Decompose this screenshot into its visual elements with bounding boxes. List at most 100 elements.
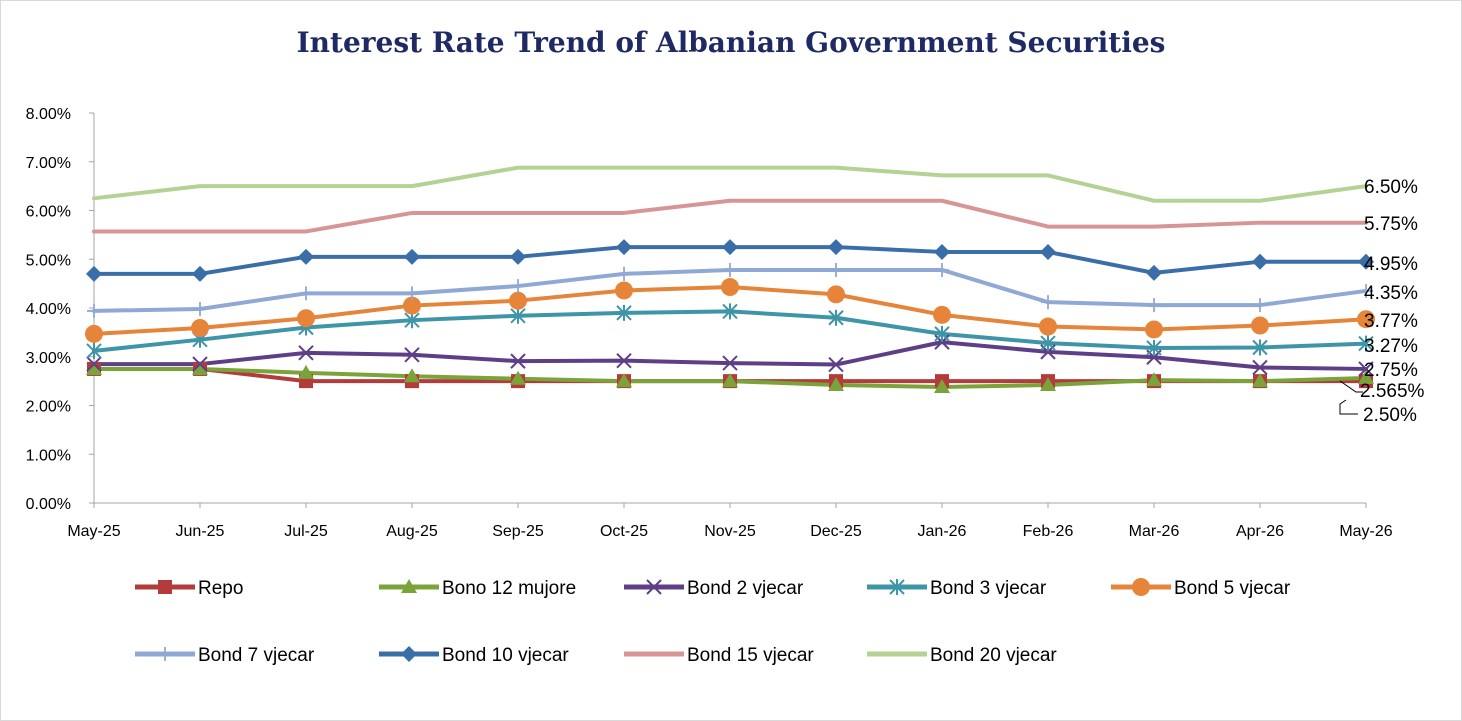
data-point-6-6: [722, 239, 738, 256]
data-point-2-12: [1358, 361, 1374, 377]
data-point-6-8: [934, 243, 950, 260]
data-point-1-5: [616, 373, 632, 388]
data-point-5-2: [299, 286, 313, 301]
y-tick-label: 8.00%: [26, 106, 71, 123]
y-tick-label: 2.00%: [26, 399, 71, 416]
legend-item: Bono 12 mujore: [379, 578, 576, 599]
data-point-1-9: [1040, 377, 1056, 392]
data-point-6-11: [1252, 253, 1268, 270]
data-point-5-9: [1041, 295, 1055, 310]
data-point-5-10: [1147, 298, 1161, 313]
x-tick-label: May-25: [67, 523, 120, 540]
data-point-2-1: [192, 356, 208, 372]
data-point-2-6: [722, 355, 738, 371]
data-point-5-4: [511, 279, 525, 294]
data-point-4-8: [933, 305, 951, 324]
data-point-5-1: [193, 301, 207, 316]
data-point-4-2: [297, 309, 315, 328]
data-point-6-1: [192, 265, 208, 282]
end-value-label: 4.95%: [1364, 254, 1418, 275]
legend-marker: [1132, 578, 1150, 596]
x-tick-label: Sep-25: [492, 523, 544, 540]
legend-label: Bond 3 vjecar: [930, 578, 1047, 599]
series-line-7: [92, 198, 1368, 234]
x-tick-label: Oct-25: [600, 523, 648, 540]
data-point-6-10: [1146, 264, 1162, 281]
y-tick-label: 6.00%: [26, 204, 71, 221]
legend-marker: [646, 579, 662, 595]
x-tick-label: Feb-26: [1023, 523, 1074, 540]
x-tick-label: Dec-25: [810, 523, 862, 540]
data-point-4-6: [721, 278, 739, 297]
data-point-3-9: [1040, 335, 1056, 352]
data-point-3-3: [404, 312, 420, 329]
data-point-2-2: [298, 345, 314, 361]
x-tick-label: Nov-25: [704, 523, 756, 540]
legend-label: Repo: [198, 578, 243, 599]
legend-item: Bond 5 vjecar: [1111, 578, 1291, 599]
x-tick-label: May-26: [1339, 523, 1392, 540]
y-tick-label: 4.00%: [26, 301, 71, 318]
data-point-2-7: [828, 356, 844, 373]
legend-label: Bond 5 vjecar: [1174, 578, 1291, 599]
data-point-2-5: [616, 352, 632, 369]
data-point-5-3: [405, 286, 419, 301]
end-value-label: 3.77%: [1364, 311, 1418, 332]
data-point-3-11: [1252, 339, 1268, 356]
data-point-1-11: [1252, 373, 1268, 388]
end-value-label: 4.35%: [1364, 283, 1418, 304]
x-tick-label: Jun-25: [176, 523, 225, 540]
legend-item: Bond 3 vjecar: [867, 578, 1047, 599]
data-point-1-10: [1146, 372, 1162, 387]
data-point-6-4: [510, 248, 526, 265]
end-value-label: 5.75%: [1364, 214, 1418, 235]
legend-marker: [158, 647, 172, 661]
data-point-3-4: [510, 307, 526, 324]
data-point-3-10: [1146, 339, 1162, 356]
legend-item: Bond 7 vjecar: [135, 645, 315, 666]
leader-line: [1339, 399, 1358, 415]
data-point-5-8: [935, 262, 949, 277]
chart-title: Interest Rate Trend of Albanian Governme…: [296, 26, 1166, 59]
data-point-4-0: [85, 324, 103, 343]
data-point-1-8: [934, 378, 950, 393]
data-point-2-11: [1252, 359, 1268, 376]
y-tick-label: 3.00%: [26, 350, 71, 367]
y-tick-label: 1.00%: [26, 447, 71, 464]
data-point-1-7: [828, 377, 844, 392]
y-tick-label: 7.00%: [26, 155, 71, 172]
series-line-8: [92, 165, 1368, 203]
data-point-6-9: [1040, 243, 1056, 260]
data-point-2-3: [404, 347, 420, 363]
legend-marker: [889, 579, 905, 595]
data-point-1-3: [404, 368, 420, 383]
data-point-5-12: [1359, 283, 1373, 298]
x-tick-label: Jul-25: [284, 523, 328, 540]
end-value-label: 3.27%: [1364, 336, 1418, 357]
y-tick-label: 5.00%: [26, 252, 71, 269]
legend-item: Bond 10 vjecar: [379, 645, 569, 666]
data-point-5-7: [829, 262, 843, 277]
data-point-1-12: [1358, 369, 1374, 384]
data-point-1-6: [722, 373, 738, 388]
data-point-4-11: [1251, 316, 1269, 335]
data-point-1-1: [192, 360, 208, 375]
legend-item: Bond 15 vjecar: [624, 645, 814, 666]
data-point-1-2: [298, 364, 314, 379]
data-point-5-0: [87, 303, 101, 318]
data-point-6-7: [828, 239, 844, 256]
data-point-3-0: [86, 342, 102, 359]
data-point-1-0: [86, 360, 102, 375]
end-value-label: 2.565%: [1360, 381, 1425, 402]
legend-label: Bond 15 vjecar: [687, 645, 814, 666]
leader-line: [1339, 380, 1363, 393]
x-tick-label: Jan-26: [918, 523, 967, 540]
data-point-4-1: [191, 318, 209, 337]
x-tick-label: Apr-26: [1236, 523, 1284, 540]
y-tick-label: 0.00%: [26, 496, 71, 513]
x-tick-label: Aug-25: [386, 523, 438, 540]
data-point-5-5: [617, 266, 631, 281]
legend-marker: [158, 580, 172, 594]
data-point-6-0: [86, 265, 102, 282]
